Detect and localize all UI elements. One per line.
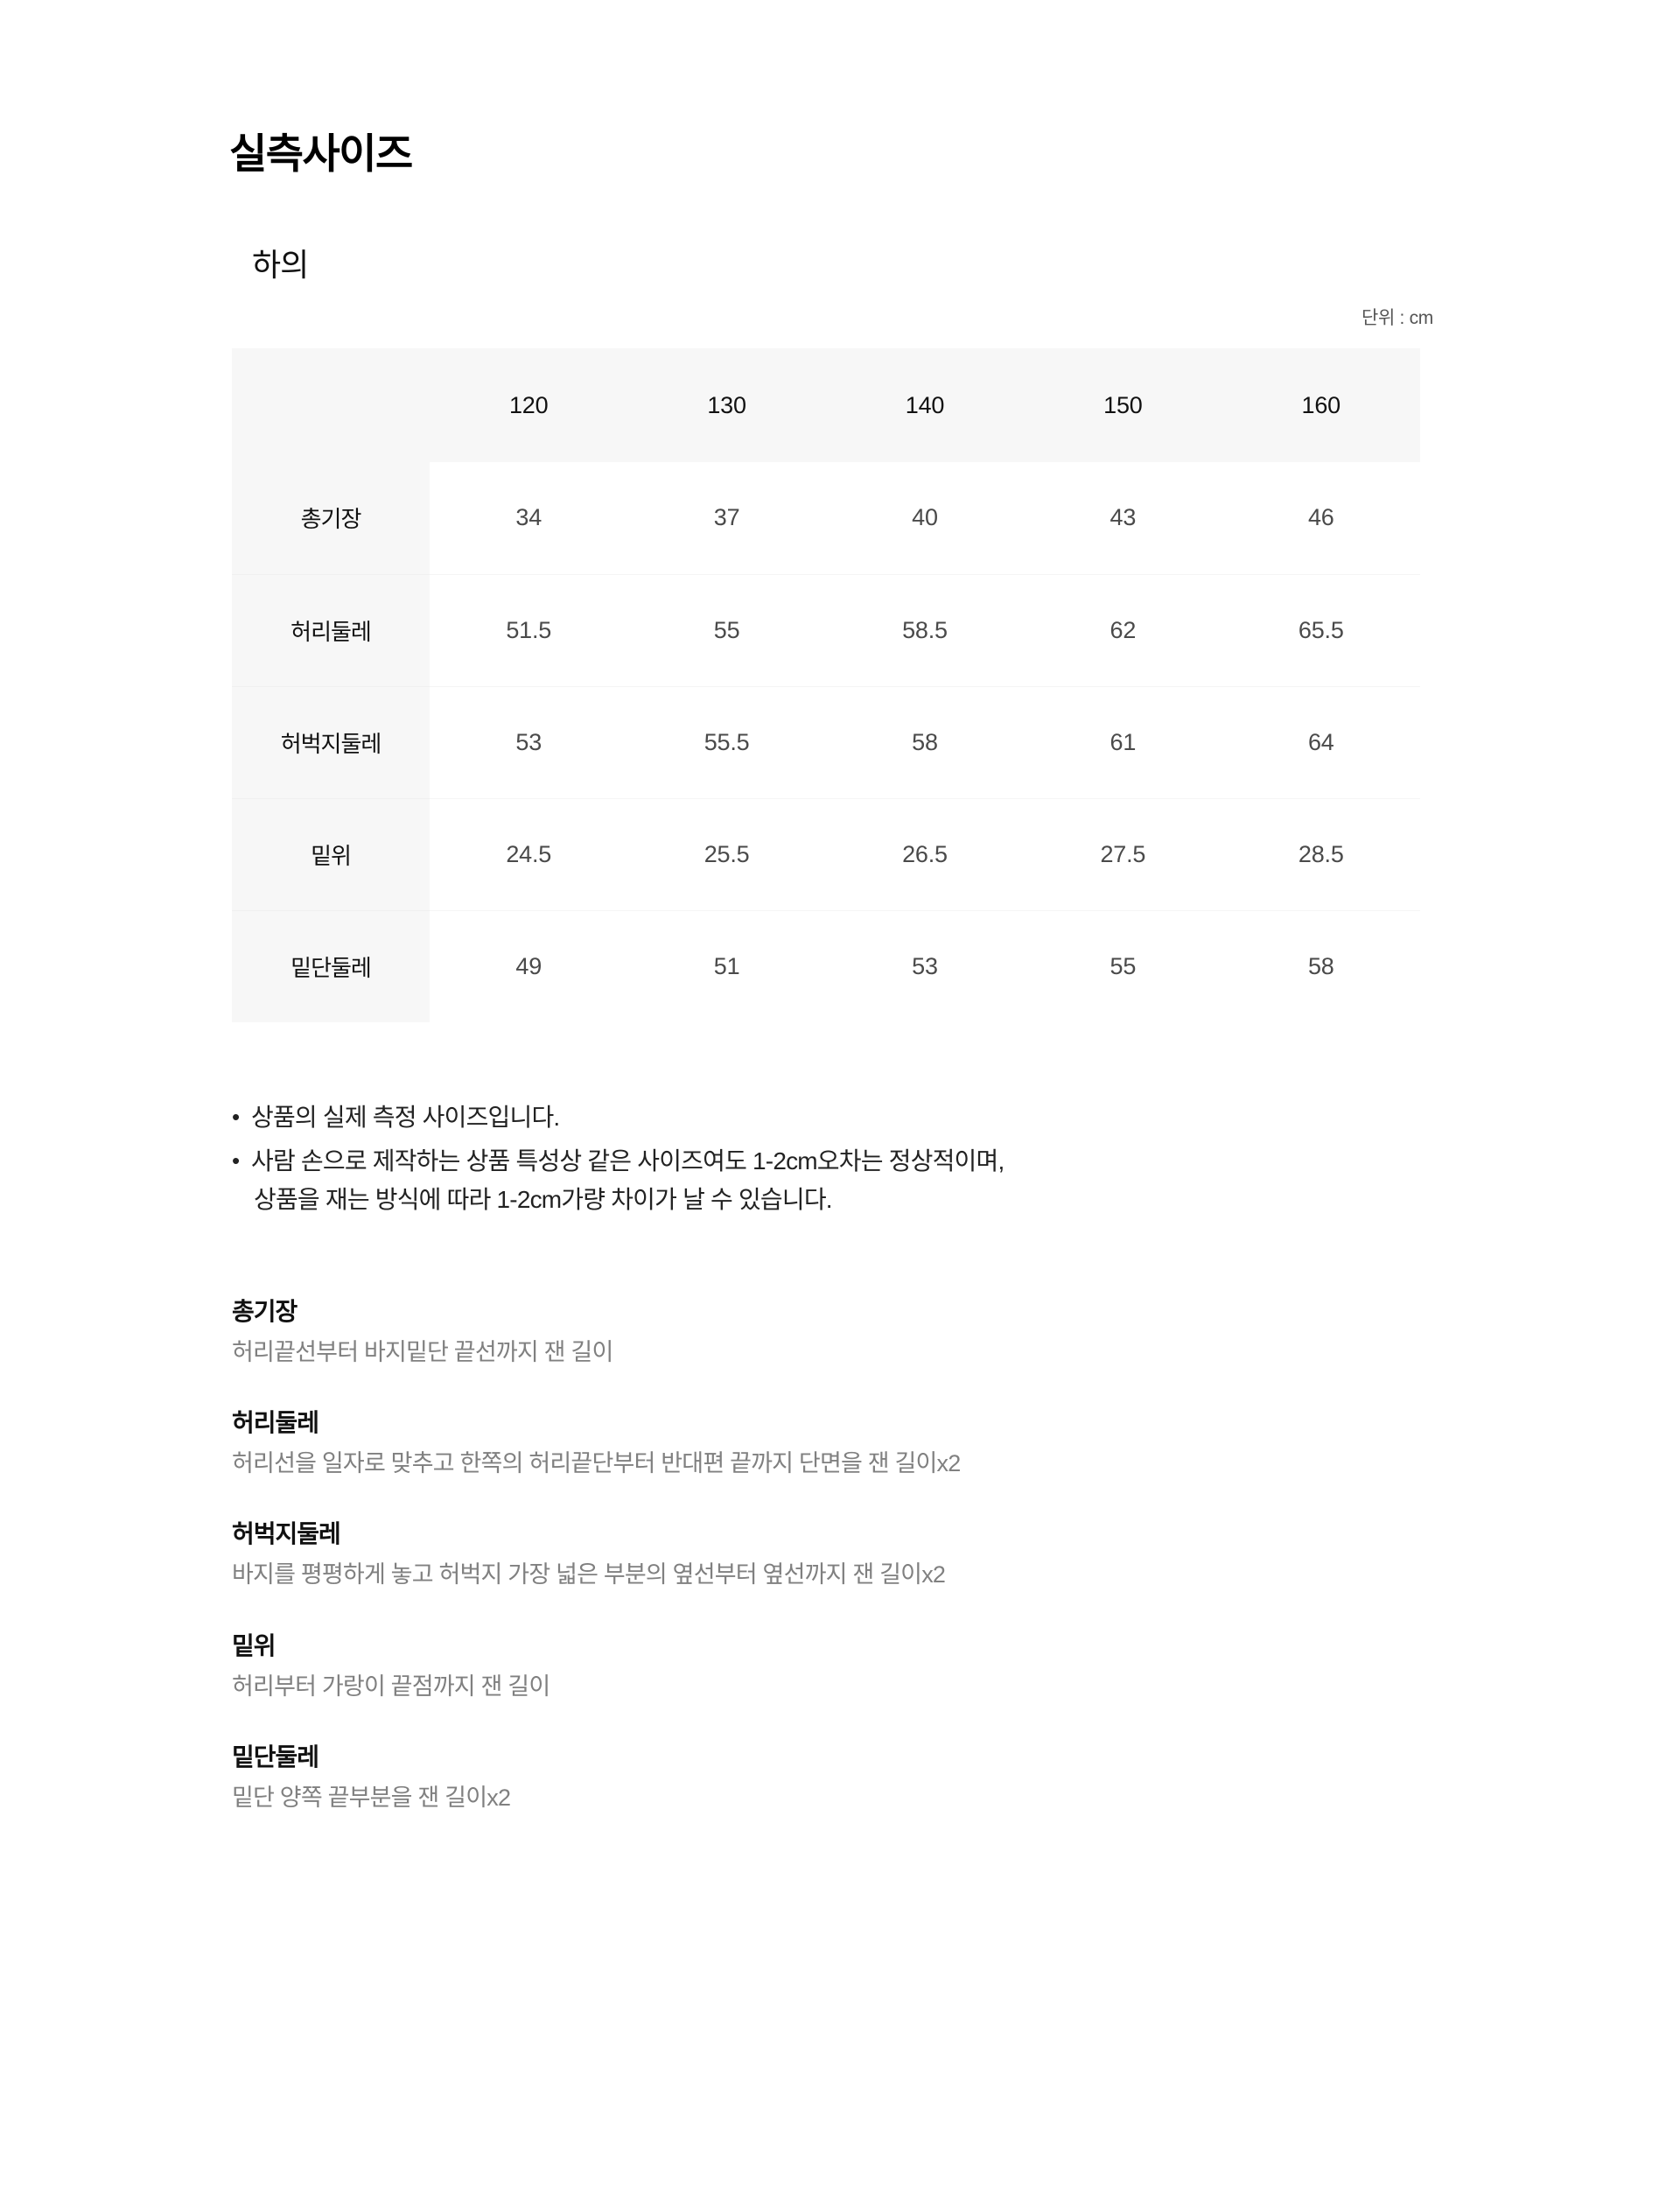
size-table-container: 120 130 140 150 160 총기장 34 37 40 43 46 허 — [232, 348, 1420, 1022]
cell-total-length-120: 34 — [430, 462, 628, 575]
table-row: 밑위 24.5 25.5 26.5 27.5 28.5 — [232, 798, 1420, 911]
definition-description: 허리선을 일자로 맞추고 한쪽의 허리끝단부터 반대편 끝까지 단면을 잰 길이… — [232, 1450, 961, 1477]
definition-description: 밑단 양쪽 끝부분을 잰 길이x2 — [232, 1784, 511, 1811]
cell-waist-150: 62 — [1024, 574, 1222, 687]
cell-thigh-120: 53 — [430, 686, 628, 799]
definition-description: 허리끝선부터 바지밑단 끝선까지 잰 길이 — [232, 1338, 613, 1365]
table-header-row: 120 130 140 150 160 — [232, 348, 1420, 462]
cell-thigh-150: 61 — [1024, 686, 1222, 799]
cell-waist-130: 55 — [627, 574, 826, 687]
notes-list: • 상품의 실제 측정 사이즈입니다. • 사람 손으로 제작하는 상품 특성상… — [232, 1098, 1474, 1224]
definition-term: 밑위 — [232, 1631, 276, 1659]
cell-rise-130: 25.5 — [627, 798, 826, 911]
unit-label: 단위 : cm — [1361, 308, 1433, 328]
table-corner-cell — [232, 348, 430, 462]
row-label-rise: 밑위 — [232, 798, 430, 911]
row-label-thigh: 허벅지둘레 — [232, 686, 430, 799]
definition-hem: 밑단둘레 밑단 양쪽 끝부분을 잰 길이x2 — [232, 1741, 1483, 1813]
cell-total-length-160: 46 — [1222, 462, 1420, 575]
note-text-0: 상품의 실제 측정 사이즈입니다. — [251, 1098, 1474, 1136]
definition-term: 밑단둘레 — [232, 1743, 319, 1771]
definition-total-length: 총기장 허리끝선부터 바지밑단 끝선까지 잰 길이 — [232, 1295, 1483, 1368]
table-col-header-160: 160 — [1222, 348, 1420, 462]
bullet-icon: • — [232, 1104, 240, 1130]
definitions-list: 총기장 허리끝선부터 바지밑단 끝선까지 잰 길이 허리둘레 허리선을 일자로 … — [232, 1295, 1483, 1852]
table-row: 총기장 34 37 40 43 46 — [232, 462, 1420, 575]
table-col-header-150: 150 — [1024, 348, 1222, 462]
bullet-icon: • — [232, 1147, 240, 1175]
table-col-header-120: 120 — [430, 348, 628, 462]
cell-hem-140: 53 — [825, 910, 1025, 1022]
cell-rise-140: 26.5 — [825, 798, 1025, 911]
cell-waist-160: 65.5 — [1222, 574, 1420, 687]
row-label-hem: 밑단둘레 — [232, 910, 430, 1022]
note-text-1: 사람 손으로 제작하는 상품 특성상 같은 사이즈여도 1-2cm오차는 정상적… — [251, 1142, 1474, 1218]
note-line-2: 상품을 재는 방식에 따라 1-2cm가량 차이가 날 수 있습니다. — [254, 1185, 833, 1213]
note-line-1: 사람 손으로 제작하는 상품 특성상 같은 사이즈여도 1-2cm오차는 정상적… — [251, 1147, 1004, 1175]
table-row: 허리둘레 51.5 55 58.5 62 65.5 — [232, 574, 1420, 687]
definition-thigh: 허벅지둘레 바지를 평평하게 놓고 허벅지 가장 넓은 부분의 옆선부터 옆선까… — [232, 1518, 1483, 1590]
definition-waist: 허리둘레 허리선을 일자로 맞추고 한쪽의 허리끝단부터 반대편 끝까지 단면을… — [232, 1406, 1483, 1479]
row-label-total-length: 총기장 — [232, 462, 430, 575]
cell-hem-120: 49 — [430, 910, 628, 1022]
category-subtitle: 하의 — [252, 247, 309, 283]
cell-waist-120: 51.5 — [430, 574, 628, 687]
table-row: 밑단둘레 49 51 53 55 58 — [232, 910, 1420, 1022]
cell-hem-160: 58 — [1222, 910, 1420, 1022]
cell-thigh-130: 55.5 — [627, 686, 826, 799]
cell-thigh-140: 58 — [825, 686, 1025, 799]
cell-rise-160: 28.5 — [1222, 798, 1420, 911]
cell-total-length-130: 37 — [627, 462, 826, 575]
size-table: 120 130 140 150 160 총기장 34 37 40 43 46 허 — [232, 348, 1420, 1022]
cell-hem-150: 55 — [1024, 910, 1222, 1022]
page-title: 실측사이즈 — [229, 130, 413, 177]
list-item: • 사람 손으로 제작하는 상품 특성상 같은 사이즈여도 1-2cm오차는 정… — [232, 1142, 1474, 1218]
cell-total-length-140: 40 — [825, 462, 1025, 575]
cell-hem-130: 51 — [627, 910, 826, 1022]
definition-term: 총기장 — [232, 1298, 298, 1325]
definition-rise: 밑위 허리부터 가랑이 끝점까지 잰 길이 — [232, 1630, 1483, 1702]
note-line-1: 상품의 실제 측정 사이즈입니다. — [251, 1104, 560, 1131]
definition-term: 허리둘레 — [232, 1409, 319, 1437]
definition-term: 허벅지둘레 — [232, 1520, 341, 1548]
size-table-body: 총기장 34 37 40 43 46 허리둘레 51.5 55 58.5 62 … — [232, 462, 1420, 1022]
cell-thigh-160: 64 — [1222, 686, 1420, 799]
definition-description: 허리부터 가랑이 끝점까지 잰 길이 — [232, 1673, 550, 1700]
cell-rise-150: 27.5 — [1024, 798, 1222, 911]
definition-description: 바지를 평평하게 놓고 허벅지 가장 넓은 부분의 옆선부터 옆선까지 잰 길이… — [232, 1561, 946, 1588]
row-label-waist: 허리둘레 — [232, 574, 430, 687]
size-table-header: 120 130 140 150 160 — [232, 348, 1420, 462]
cell-total-length-150: 43 — [1024, 462, 1222, 575]
table-col-header-140: 140 — [825, 348, 1025, 462]
list-item: • 상품의 실제 측정 사이즈입니다. — [232, 1098, 1474, 1136]
table-row: 허벅지둘레 53 55.5 58 61 64 — [232, 686, 1420, 799]
cell-rise-120: 24.5 — [430, 798, 628, 911]
table-col-header-130: 130 — [627, 348, 826, 462]
cell-waist-140: 58.5 — [825, 574, 1025, 687]
